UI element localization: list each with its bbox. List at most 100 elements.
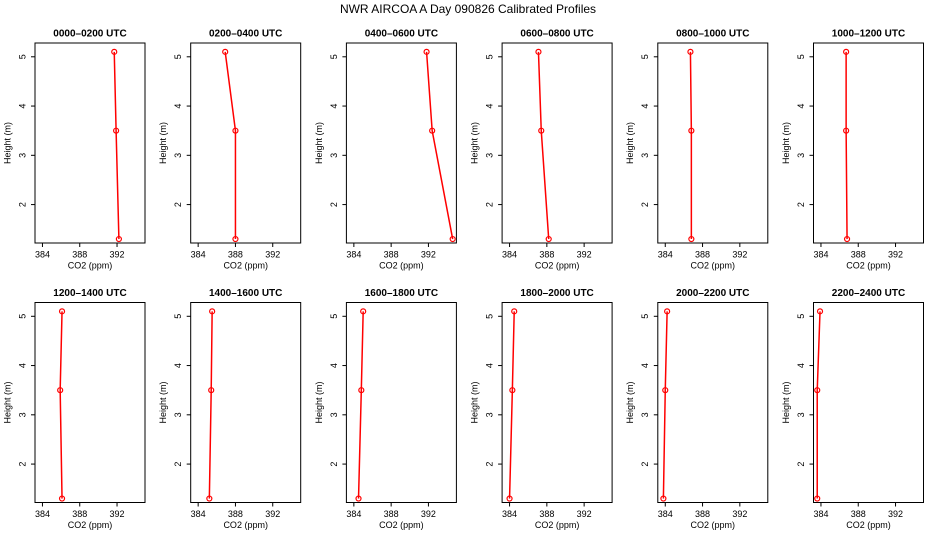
- x-axis-label: CO2 (ppm): [379, 520, 424, 530]
- page-title: NWR AIRCOA A Day 090826 Calibrated Profi…: [340, 2, 596, 16]
- data-point: [57, 387, 64, 394]
- data-point: [843, 127, 850, 134]
- plot-frame: [34, 42, 146, 244]
- data-point: [687, 48, 694, 55]
- data-point: [509, 387, 516, 394]
- x-tick-label: 392: [888, 509, 903, 519]
- profile-line: [425, 51, 454, 240]
- x-tick-label: 384: [502, 249, 517, 259]
- profile-line: [662, 311, 668, 499]
- data-point: [360, 308, 367, 315]
- plot-frame: [657, 42, 769, 244]
- x-tick-label: 392: [265, 249, 280, 259]
- x-tick-label: 392: [732, 509, 747, 519]
- x-tick-label: 388: [695, 249, 710, 259]
- x-tick-label: 392: [732, 249, 747, 259]
- x-tick-label: 388: [851, 509, 866, 519]
- plot-frame: [501, 302, 613, 503]
- y-axis-label: Height (m): [469, 122, 479, 164]
- x-tick-label: 388: [695, 509, 710, 519]
- x-axis-label: CO2 (ppm): [691, 260, 736, 270]
- data-point: [111, 48, 118, 55]
- y-axis-label: Height (m): [781, 381, 791, 423]
- x-axis-label: CO2 (ppm): [223, 520, 268, 530]
- x-tick-label: 392: [265, 509, 280, 519]
- profile-line: [537, 51, 550, 240]
- x-tick-label: 384: [658, 509, 673, 519]
- y-tick-label: 5: [640, 54, 650, 59]
- x-axis-label: CO2 (ppm): [68, 520, 113, 530]
- y-tick-label: 4: [17, 363, 27, 368]
- profile-line: [508, 311, 515, 499]
- x-tick-label: 384: [658, 249, 673, 259]
- y-tick-label: 3: [640, 153, 650, 158]
- y-tick-label: 2: [173, 202, 183, 207]
- x-tick-label: 384: [346, 509, 361, 519]
- y-tick-label: 5: [329, 314, 339, 319]
- y-axis-label: Height (m): [314, 381, 324, 423]
- plot-frame: [501, 42, 613, 244]
- data-point: [688, 235, 695, 243]
- y-tick-label: 2: [173, 462, 183, 467]
- y-tick-label: 4: [484, 104, 494, 109]
- data-point: [206, 495, 213, 502]
- data-point: [115, 235, 122, 243]
- x-tick-label: 384: [35, 509, 50, 519]
- profile-line: [113, 51, 120, 240]
- y-tick-label: 2: [640, 462, 650, 467]
- y-tick-label: 3: [17, 412, 27, 417]
- y-tick-label: 2: [17, 202, 27, 207]
- data-point: [688, 127, 695, 134]
- data-point: [209, 308, 216, 315]
- x-tick-label: 384: [191, 249, 206, 259]
- y-tick-label: 5: [484, 54, 494, 59]
- plot-frame: [813, 302, 924, 503]
- data-point: [358, 387, 365, 394]
- y-axis-label: Height (m): [158, 122, 168, 164]
- data-point: [538, 127, 545, 134]
- panel-title: 0000–0200 UTC: [53, 29, 126, 40]
- data-point: [814, 495, 821, 502]
- plot-frame: [34, 302, 146, 503]
- x-tick-label: 384: [502, 509, 517, 519]
- data-point: [816, 308, 824, 315]
- x-tick-label: 384: [813, 509, 828, 519]
- y-tick-label: 2: [796, 462, 806, 467]
- data-point: [535, 48, 542, 55]
- y-tick-label: 4: [173, 104, 183, 109]
- panel-title: 2000–2200 UTC: [676, 288, 749, 299]
- x-tick-label: 388: [384, 249, 399, 259]
- data-point: [506, 495, 513, 502]
- y-tick-label: 5: [484, 314, 494, 319]
- y-tick-label: 3: [17, 153, 27, 158]
- data-point: [58, 495, 66, 502]
- y-tick-label: 5: [17, 54, 27, 59]
- y-axis-label: Height (m): [314, 122, 324, 164]
- y-tick-label: 2: [329, 462, 339, 467]
- y-tick-label: 3: [484, 153, 494, 158]
- y-tick-label: 4: [640, 104, 650, 109]
- panel-title: 1200–1400 UTC: [53, 288, 126, 299]
- data-point: [843, 48, 850, 55]
- y-tick-label: 5: [17, 314, 27, 319]
- data-point: [545, 235, 552, 243]
- x-axis-label: CO2 (ppm): [379, 260, 424, 270]
- y-tick-label: 5: [329, 54, 339, 59]
- data-point: [429, 127, 436, 134]
- x-tick-label: 392: [888, 249, 903, 259]
- x-tick-label: 392: [421, 509, 436, 519]
- x-tick-label: 388: [72, 249, 87, 259]
- data-point: [843, 235, 851, 243]
- profile-line: [845, 51, 848, 240]
- x-tick-label: 388: [539, 249, 554, 259]
- y-axis-label: Height (m): [158, 381, 168, 423]
- x-axis-label: CO2 (ppm): [691, 520, 736, 530]
- y-tick-label: 4: [173, 363, 183, 368]
- y-tick-label: 5: [796, 54, 806, 59]
- x-tick-label: 388: [851, 249, 866, 259]
- profile-line: [357, 311, 364, 499]
- y-tick-label: 2: [484, 462, 494, 467]
- y-tick-label: 4: [329, 363, 339, 368]
- y-tick-label: 3: [796, 412, 806, 417]
